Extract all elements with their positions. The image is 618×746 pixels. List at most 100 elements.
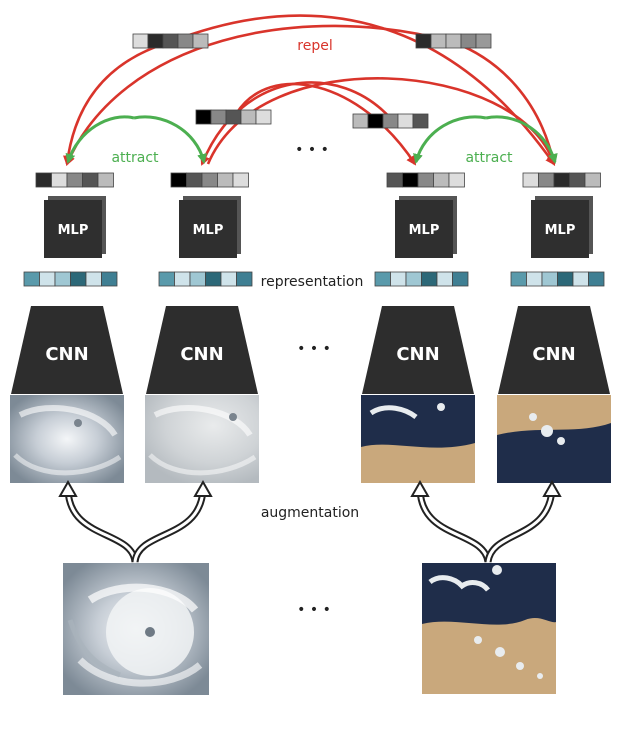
floating-vector-1-cell [132,33,149,49]
augmentation-arrows [58,479,562,563]
representation-vector-1-cell [54,271,71,287]
representation-vector-2-cell [174,271,191,287]
representation-vector-2-cell [236,271,253,287]
repel-arrow-3 [65,24,454,166]
representation-vector-4-cell [588,271,605,287]
repel-arrow-2 [169,14,556,166]
representation-vector-4-cell [510,271,527,287]
representation-vector-3 [374,271,469,287]
floating-vector-3-cell [195,109,212,125]
representation-vector-1-cell [85,271,102,287]
coast-source-image [422,563,556,694]
projection-vector-2-cell [232,172,249,188]
representation-vector-2 [158,271,253,287]
repel-arrow-4 [452,40,558,166]
repel-label: repel [297,38,332,54]
floating-vector-1-cell [177,33,194,49]
attract-arrow-right-b [485,115,558,164]
floating-vector-4-cell [412,113,429,129]
ellipsis-top: • • • [295,142,329,158]
hurricane-source-image [63,563,209,695]
projection-vector-1-cell [82,172,99,188]
representation-vector-2-cell [158,271,175,287]
attract-arrows [65,115,558,164]
projection-vector-4 [522,172,601,188]
column-1: MLP CNN [10,172,124,483]
representation-vector-3-cell [405,271,422,287]
floating-vector-4 [352,113,429,129]
floating-vector-1 [132,33,209,49]
representation-vector-3-cell [421,271,438,287]
representation-vector-1-cell [101,271,118,287]
projection-vector-4-cell [584,172,601,188]
projection-vector-3-cell [433,172,450,188]
mlp-label-3: MLP [409,223,440,238]
floating-vector-2-cell [430,33,447,49]
floating-vector-1-cell [162,33,179,49]
floating-vector-3-cell [240,109,257,125]
floating-vector-3-cell [210,109,227,125]
floating-vector-2-cell [475,33,492,49]
floating-vector-4 [352,113,429,129]
projection-vector-3-cell [386,172,403,188]
floating-vector-4-cell [367,113,384,129]
augmentation-label: augmentation [261,505,359,521]
column-2: MLP CNN [145,172,259,483]
mlp-block-2: MLP [179,196,241,258]
representation-vector-4-cell [526,271,543,287]
floating-vector-2 [415,33,492,49]
floating-vectors [132,33,492,129]
representation-vector-3-cell [452,271,469,287]
representation-vector-4-cell [541,271,558,287]
repel-arrow-6 [200,81,393,166]
projection-vector-4-cell [553,172,570,188]
floating-vector-3-cell [225,109,242,125]
ellipsis-bottom: • • • [297,602,331,618]
projection-vector-1 [35,172,114,188]
representation-vector-3-cell [436,271,453,287]
floating-vector-1 [132,33,209,49]
cnn-label-2: CNN [180,344,223,365]
projection-vector-1-cell [66,172,83,188]
projection-vector-2-cell [170,172,187,188]
floating-vector-2 [415,33,492,49]
repel-arrow-5 [234,82,417,166]
floating-vector-3 [195,109,272,125]
representation-vector-2-cell [189,271,206,287]
hurricane-view-1 [10,395,124,483]
projection-vector-2 [170,172,249,188]
representation-vector-1-cell [39,271,56,287]
ellipsis-middle: • • • [297,341,331,357]
representation-vector-3-cell [390,271,407,287]
cnn-encoder-2: CNN [146,306,258,394]
augmentation-arrow-coast-left [410,479,492,563]
mlp-label-2: MLP [193,223,224,238]
coast-view-1 [361,395,475,483]
augmentation-arrow-coast-right [484,479,562,563]
projection-vector-3-cell [448,172,465,188]
representation-vector-1-cell [23,271,40,287]
floating-vector-2-cell [445,33,462,49]
projection-vector-1-cell [35,172,52,188]
floating-vector-2-cell [460,33,477,49]
attract-arrow-left-a [65,115,135,164]
attract-label-left: attract [111,150,159,166]
repel-arrow-1 [63,40,171,166]
representation-vector-4 [510,271,605,287]
floating-vector-4-cell [352,113,369,129]
projection-vector-2-cell [217,172,234,188]
cnn-encoder-4: CNN [498,306,610,394]
projection-vector-1-cell [97,172,114,188]
floating-vector-3-cell [255,109,272,125]
cnn-encoder-3: CNN [362,306,474,394]
attract-arrow-right-a [413,115,487,164]
representation-vector-4-cell [557,271,574,287]
representation-vector-3-cell [374,271,391,287]
projection-vector-2-cell [201,172,218,188]
column-4: MLP CNN [497,172,611,483]
hurricane-view-2 [145,395,259,483]
cnn-label-4: CNN [532,344,575,365]
encoder-columns: MLP CNN MLP CNN MLP CNN MLP CNN [10,172,611,483]
projection-vector-4-cell [538,172,555,188]
